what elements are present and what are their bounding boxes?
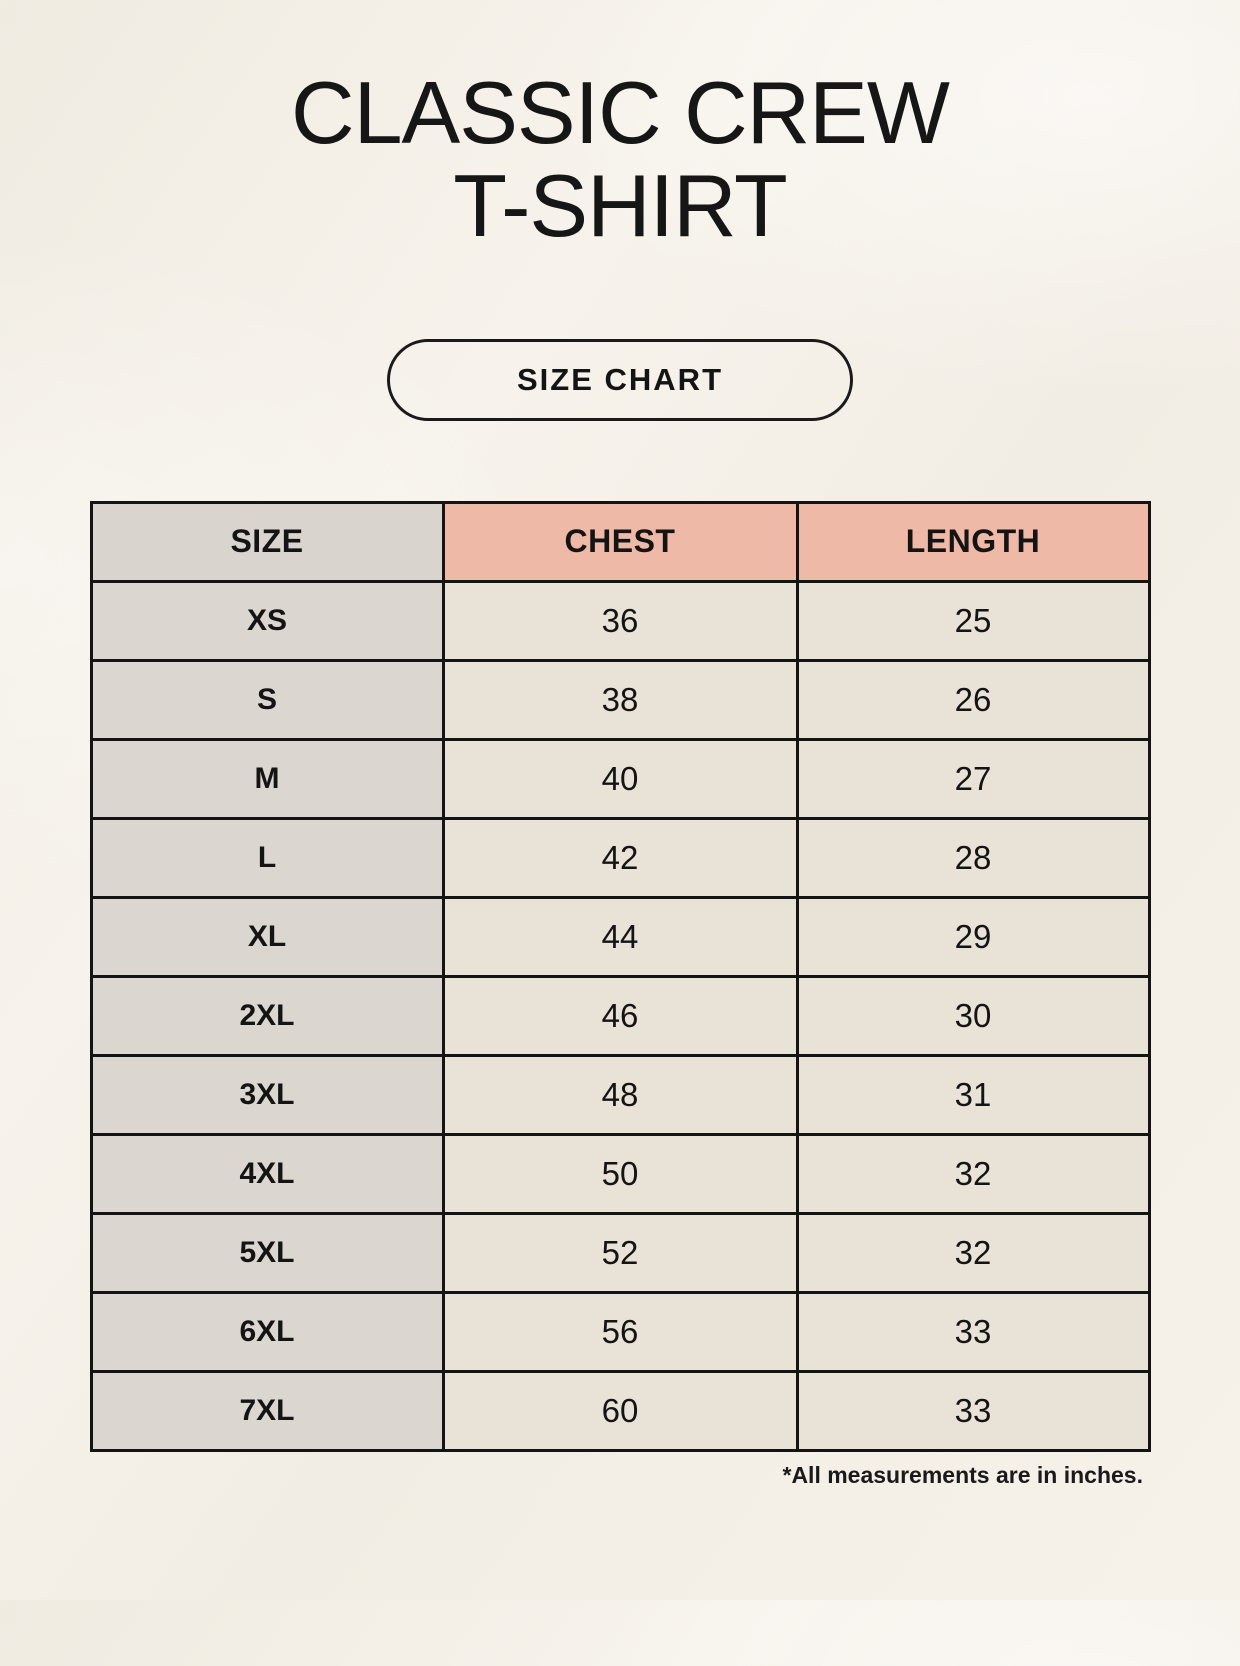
page-title-line2: T-SHIRT — [453, 156, 788, 256]
size-cell: XL — [89, 895, 445, 978]
chest-cell: 60 — [441, 1369, 799, 1452]
table-row-7xl: 7XL 60 33 — [89, 1369, 1151, 1452]
chest-cell: 46 — [441, 974, 799, 1057]
measurements-footnote: *All measurements are in inches. — [782, 1461, 1144, 1488]
size-cell: 6XL — [89, 1290, 445, 1373]
size-cell: 7XL — [89, 1369, 445, 1452]
table-row-s: S 38 26 — [89, 658, 1151, 741]
size-cell: 4XL — [89, 1132, 445, 1215]
length-cell: 25 — [795, 579, 1151, 662]
length-cell: 32 — [795, 1211, 1151, 1294]
chest-cell: 56 — [441, 1290, 799, 1373]
chest-cell: 36 — [441, 579, 799, 662]
table-row-6xl: 6XL 56 33 — [89, 1290, 1151, 1373]
size-cell: L — [89, 816, 445, 899]
size-cell: 5XL — [89, 1211, 445, 1294]
length-cell: 33 — [795, 1290, 1151, 1373]
column-header-length: LENGTH — [795, 500, 1151, 583]
size-chart-page: CLASSIC CREW T-SHIRT SIZE CHART SIZE CHE… — [0, 66, 1240, 1666]
table-row-xs: XS 36 25 — [89, 579, 1151, 662]
table-row-4xl: 4XL 50 32 — [89, 1132, 1151, 1215]
size-cell: S — [89, 658, 445, 741]
size-cell: M — [89, 737, 445, 820]
size-cell: 3XL — [89, 1053, 445, 1136]
table-row-m: M 40 27 — [89, 737, 1151, 820]
table-row-5xl: 5XL 52 32 — [89, 1211, 1151, 1294]
length-cell: 28 — [795, 816, 1151, 899]
table-row-xl: XL 44 29 — [89, 895, 1151, 978]
table-header-row: SIZE CHEST LENGTH — [89, 500, 1151, 583]
chest-cell: 48 — [441, 1053, 799, 1136]
table-row-l: L 42 28 — [89, 816, 1151, 899]
length-cell: 26 — [795, 658, 1151, 741]
column-header-size: SIZE — [89, 500, 445, 583]
size-cell: XS — [89, 579, 445, 662]
page-title-line1: CLASSIC CREW — [291, 63, 950, 162]
size-chart-button-label: SIZE CHART — [517, 361, 723, 397]
length-cell: 31 — [795, 1053, 1151, 1136]
length-cell: 33 — [795, 1369, 1151, 1452]
column-header-chest: CHEST — [441, 500, 799, 583]
table-row-3xl: 3XL 48 31 — [89, 1053, 1151, 1136]
length-cell: 32 — [795, 1132, 1151, 1215]
table-row-2xl: 2XL 46 30 — [89, 974, 1151, 1057]
chest-cell: 44 — [441, 895, 799, 978]
length-cell: 27 — [795, 737, 1151, 820]
size-chart-button[interactable]: SIZE CHART — [387, 338, 853, 421]
chest-cell: 52 — [441, 1211, 799, 1294]
chest-cell: 42 — [441, 816, 799, 899]
chest-cell: 40 — [441, 737, 799, 820]
size-cell: 2XL — [89, 974, 445, 1057]
page-title: CLASSIC CREW T-SHIRT — [0, 66, 1240, 253]
length-cell: 29 — [795, 895, 1151, 978]
chest-cell: 38 — [441, 658, 799, 741]
length-cell: 30 — [795, 974, 1151, 1057]
chest-cell: 50 — [441, 1132, 799, 1215]
size-chart-table: SIZE CHEST LENGTH XS 36 25 S 38 26 M 40 … — [89, 500, 1151, 1452]
